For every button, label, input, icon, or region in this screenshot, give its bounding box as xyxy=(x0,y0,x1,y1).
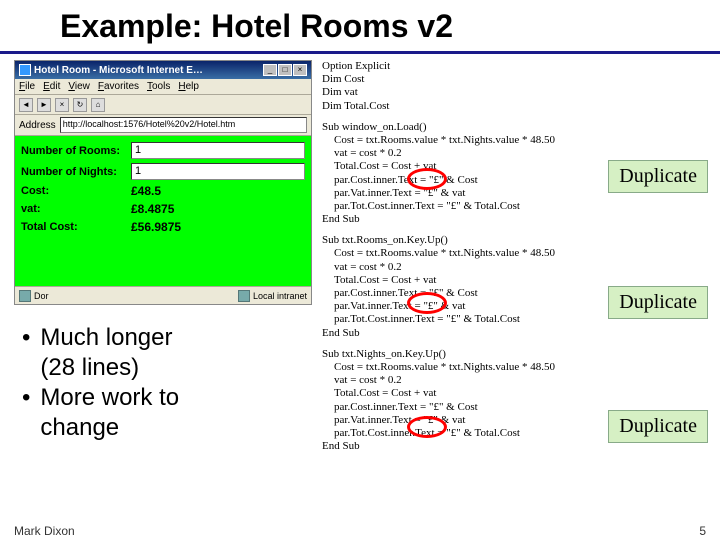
home-icon[interactable]: ⌂ xyxy=(91,98,105,112)
code-line: Total.Cost = Cost + vat xyxy=(322,387,706,400)
bullet-1: Much longer (28 lines) xyxy=(22,323,314,383)
code-line: End Sub xyxy=(322,440,360,452)
code-line: Dim Total.Cost xyxy=(322,100,389,112)
address-label: Address xyxy=(19,120,56,131)
menu-view[interactable]: View xyxy=(68,81,90,92)
nights-label: Number of Nights: xyxy=(21,166,131,178)
back-icon[interactable]: ◄ xyxy=(19,98,33,112)
footer-page-number: 5 xyxy=(699,524,706,538)
nights-input[interactable]: 1 xyxy=(131,163,305,180)
code-declarations: Option Explicit Dim Cost Dim vat Dim Tot… xyxy=(322,60,706,113)
code-line: vat = cost * 0.2 xyxy=(322,261,706,274)
code-line: Dim Cost xyxy=(322,73,364,85)
duplicate-label-2: Duplicate xyxy=(608,286,708,319)
code-line: par.Tot.Cost.inner.Text = "£" & Total.Co… xyxy=(322,200,706,213)
code-line: Cost = txt.Rooms.value * txt.Nights.valu… xyxy=(322,247,706,260)
address-input[interactable]: http://localhost:1576/Hotel%20v2/Hotel.h… xyxy=(60,117,307,133)
minimize-button[interactable]: _ xyxy=(263,64,277,76)
total-label: Total Cost: xyxy=(21,221,131,233)
browser-titlebar: Hotel Room - Microsoft Internet E… _ □ × xyxy=(15,61,311,79)
status-left: Dor xyxy=(19,290,49,302)
menu-help[interactable]: Help xyxy=(178,81,199,92)
menu-edit[interactable]: Edit xyxy=(43,81,60,92)
duplicate-callout-2 xyxy=(407,292,447,314)
status-bar: Dor Local intranet xyxy=(15,286,311,304)
code-line: Sub txt.Rooms_on.Key.Up() xyxy=(322,234,448,246)
bullet-list: Much longer (28 lines) More work to chan… xyxy=(14,323,314,443)
content-area: Hotel Room - Microsoft Internet E… _ □ ×… xyxy=(0,54,720,453)
total-row: Total Cost: £56.9875 xyxy=(21,220,305,234)
menu-bar: File Edit View Favorites Tools Help xyxy=(15,79,311,95)
intranet-icon xyxy=(238,290,250,302)
vat-label: vat: xyxy=(21,203,131,215)
page-body: Number of Rooms: 1 Number of Nights: 1 C… xyxy=(15,136,311,286)
cost-row: Cost: £48.5 xyxy=(21,184,305,198)
status-left-text: Dor xyxy=(34,291,49,301)
bullet-2-line-1: More work to xyxy=(40,384,179,411)
code-line: vat = cost * 0.2 xyxy=(322,374,706,387)
refresh-icon[interactable]: ↻ xyxy=(73,98,87,112)
bullet-1-line-2: (28 lines) xyxy=(40,354,139,381)
menu-file[interactable]: File xyxy=(19,81,35,92)
title-bar: Example: Hotel Rooms v2 xyxy=(0,4,720,54)
forward-icon[interactable]: ► xyxy=(37,98,51,112)
rooms-input[interactable]: 1 xyxy=(131,142,305,159)
right-column: Option Explicit Dim Cost Dim vat Dim Tot… xyxy=(322,60,706,453)
rooms-label: Number of Rooms: xyxy=(21,145,131,157)
footer-author: Mark Dixon xyxy=(14,524,75,538)
duplicate-callout-3 xyxy=(407,416,447,438)
browser-title-text: Hotel Room - Microsoft Internet E… xyxy=(34,65,203,76)
code-line: Cost = txt.Rooms.value * txt.Nights.valu… xyxy=(322,134,706,147)
cost-label: Cost: xyxy=(21,185,131,197)
window-buttons: _ □ × xyxy=(263,64,307,76)
cost-value: £48.5 xyxy=(131,184,161,198)
code-line: End Sub xyxy=(322,213,360,225)
duplicate-label-1: Duplicate xyxy=(608,160,708,193)
browser-window: Hotel Room - Microsoft Internet E… _ □ ×… xyxy=(14,60,312,305)
bullet-2: More work to change xyxy=(22,383,314,443)
status-right-text: Local intranet xyxy=(253,291,307,301)
duplicate-label-3: Duplicate xyxy=(608,410,708,443)
status-right: Local intranet xyxy=(238,290,307,302)
code-line: End Sub xyxy=(322,327,360,339)
close-button[interactable]: × xyxy=(293,64,307,76)
code-line: Sub window_on.Load() xyxy=(322,121,427,133)
bullet-2-line-2: change xyxy=(40,414,119,441)
slide-title: Example: Hotel Rooms v2 xyxy=(60,8,660,45)
duplicate-callout-1 xyxy=(407,168,447,190)
nights-row: Number of Nights: 1 xyxy=(21,163,305,180)
menu-tools[interactable]: Tools xyxy=(147,81,170,92)
rooms-row: Number of Rooms: 1 xyxy=(21,142,305,159)
code-line: vat = cost * 0.2 xyxy=(322,147,706,160)
code-line: Cost = txt.Rooms.value * txt.Nights.valu… xyxy=(322,361,706,374)
vat-row: vat: £8.4875 xyxy=(21,202,305,216)
vat-value: £8.4875 xyxy=(131,202,174,216)
left-column: Hotel Room - Microsoft Internet E… _ □ ×… xyxy=(14,60,314,453)
toolbar: ◄ ► × ↻ ⌂ xyxy=(15,95,311,115)
maximize-button[interactable]: □ xyxy=(278,64,292,76)
total-value: £56.9875 xyxy=(131,220,181,234)
code-line: Dim vat xyxy=(322,86,358,98)
stop-icon[interactable]: × xyxy=(55,98,69,112)
code-line: Sub txt.Nights_on.Key.Up() xyxy=(322,348,446,360)
ie-icon xyxy=(19,64,31,76)
done-icon xyxy=(19,290,31,302)
address-bar: Address http://localhost:1576/Hotel%20v2… xyxy=(15,115,311,136)
code-line: Option Explicit xyxy=(322,60,390,72)
slide: Example: Hotel Rooms v2 Hotel Room - Mic… xyxy=(0,4,720,544)
bullet-1-line-1: Much longer xyxy=(40,324,172,351)
menu-favorites[interactable]: Favorites xyxy=(98,81,139,92)
